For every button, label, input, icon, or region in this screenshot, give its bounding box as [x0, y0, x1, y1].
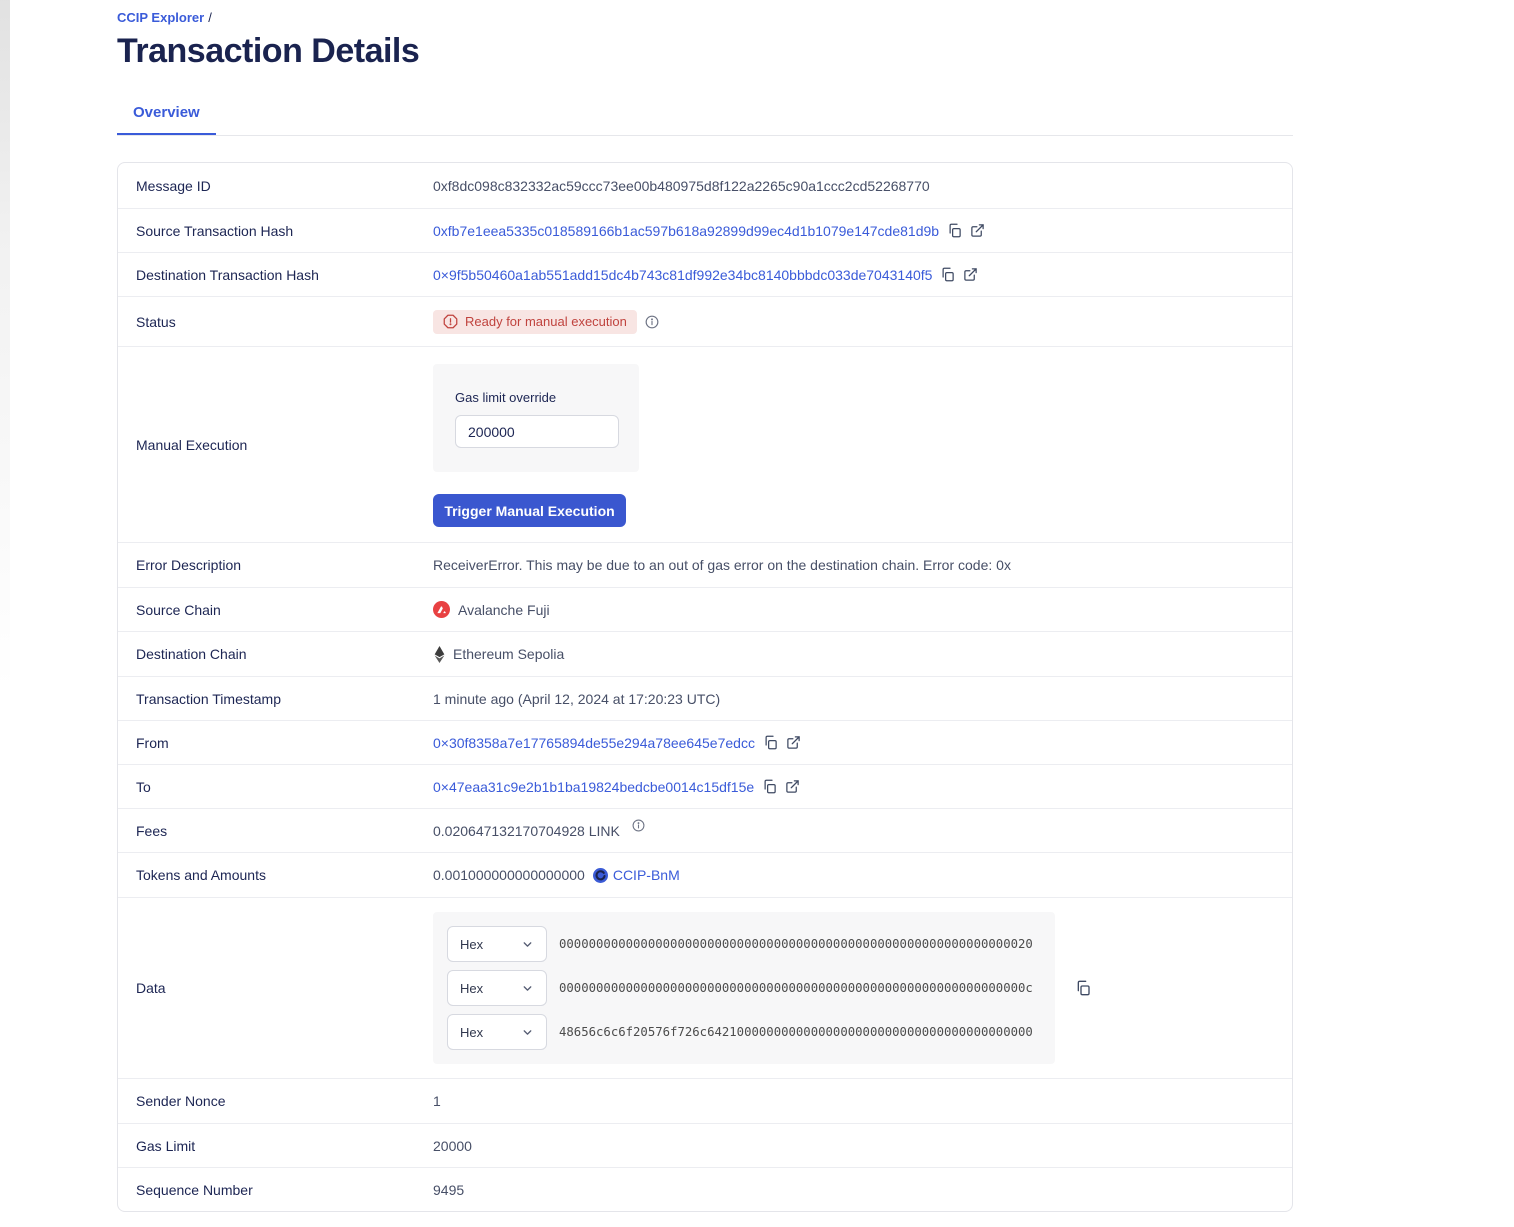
transaction-details-card: Message ID 0xf8dc098c832332ac59ccc73ee00… — [117, 162, 1293, 1212]
trigger-manual-execution-button[interactable]: Trigger Manual Execution — [433, 494, 626, 527]
row-label-to: To — [136, 778, 151, 795]
row-gas-limit: Gas Limit 20000 — [118, 1123, 1292, 1167]
row-error-description: Error Description ReceiverError. This ma… — [118, 542, 1292, 587]
external-link-icon[interactable] — [786, 735, 801, 750]
copy-icon[interactable] — [763, 735, 778, 750]
copy-icon[interactable] — [1075, 980, 1091, 996]
row-destination-chain: Destination Chain Ethereum Sepolia — [118, 631, 1292, 676]
row-label-dest-tx-hash: Destination Transaction Hash — [136, 266, 319, 283]
row-transaction-timestamp: Transaction Timestamp 1 minute ago (Apri… — [118, 676, 1292, 720]
data-hex-panel: Hex 000000000000000000000000000000000000… — [433, 912, 1055, 1064]
active-tab-indicator — [117, 133, 216, 135]
row-to: To 0×47eaa31c9e2b1b1ba19824bedcbe0014c15… — [118, 764, 1292, 808]
source-chain-name: Avalanche Fuji — [458, 601, 550, 618]
fees-info-icon[interactable] — [632, 819, 645, 832]
breadcrumb-separator: / — [208, 10, 212, 25]
gas-limit-override-input[interactable] — [455, 415, 619, 448]
data-line: Hex 000000000000000000000000000000000000… — [447, 970, 1041, 1006]
data-format-select-1[interactable]: Hex — [447, 926, 547, 962]
gas-limit-value: 20000 — [433, 1137, 472, 1154]
copy-icon[interactable] — [947, 223, 962, 238]
row-label-from: From — [136, 734, 169, 751]
tab-overview[interactable]: Overview — [117, 104, 216, 135]
to-address-link[interactable]: 0×47eaa31c9e2b1b1ba19824bedcbe0014c15df1… — [433, 778, 755, 795]
row-status: Status Ready for manual execution — [118, 296, 1292, 346]
message-id-value: 0xf8dc098c832332ac59ccc73ee00b480975d8f1… — [433, 177, 930, 194]
fees-value: 0.020647132170704928 LINK — [433, 822, 620, 839]
external-link-icon[interactable] — [970, 223, 985, 238]
chevron-down-icon — [521, 938, 534, 951]
row-label-gas-limit: Gas Limit — [136, 1137, 196, 1154]
breadcrumb-ccip-explorer-link[interactable]: CCIP Explorer — [117, 10, 205, 25]
tab-overview-label: Overview — [133, 104, 200, 121]
chevron-down-icon — [521, 982, 534, 995]
ccip-bnm-token-icon — [592, 867, 608, 883]
from-address-link[interactable]: 0×30f8358a7e17765894de55e294a78ee645e7ed… — [433, 734, 755, 751]
row-source-transaction-hash: Source Transaction Hash 0xfb7e1eea5335c0… — [118, 208, 1292, 252]
data-hex-line-3: 48656c6c6f20576f726c64210000000000000000… — [559, 1025, 1033, 1039]
row-label-fees: Fees — [136, 822, 168, 839]
data-format-value: Hex — [460, 980, 484, 996]
row-label-sender-nonce: Sender Nonce — [136, 1093, 226, 1109]
row-label-message-id: Message ID — [136, 177, 211, 194]
tabs-divider — [117, 135, 1293, 136]
sender-nonce-value: 1 — [433, 1093, 441, 1109]
copy-icon[interactable] — [940, 267, 955, 282]
gas-limit-override-panel: Gas limit override — [433, 364, 639, 472]
destination-chain-name: Ethereum Sepolia — [453, 646, 565, 662]
ethereum-icon — [433, 645, 445, 663]
data-hex-line-1: 0000000000000000000000000000000000000000… — [559, 937, 1033, 951]
row-label-tokens-and-amounts: Tokens and Amounts — [136, 867, 266, 883]
left-edge-shadow — [0, 0, 10, 690]
chevron-down-icon — [521, 1026, 534, 1039]
data-format-value: Hex — [460, 936, 484, 952]
breadcrumb: CCIP Explorer / — [117, 0, 1293, 25]
warning-octagon-icon — [443, 314, 458, 329]
row-label-error-description: Error Description — [136, 557, 242, 573]
row-label-sequence-number: Sequence Number — [136, 1181, 253, 1198]
dest-tx-hash-link[interactable]: 0×9f5b50460a1ab551add15dc4b743c81df992e3… — [433, 266, 933, 283]
row-label-transaction-timestamp: Transaction Timestamp — [136, 690, 281, 707]
status-info-icon[interactable] — [645, 315, 659, 329]
gas-limit-override-label: Gas limit override — [455, 390, 557, 405]
page-title: Transaction Details — [117, 32, 420, 70]
row-sender-nonce: Sender Nonce 1 — [118, 1078, 1292, 1123]
row-label-manual-execution: Manual Execution — [136, 436, 248, 453]
sequence-number-value: 9495 — [433, 1181, 465, 1198]
token-link[interactable]: CCIP-BnM — [612, 867, 680, 883]
token-amount: 0.001000000000000000 — [433, 867, 585, 883]
transaction-timestamp-value: 1 minute ago (April 12, 2024 at 17:20:23… — [433, 690, 721, 707]
data-format-select-3[interactable]: Hex — [447, 1014, 547, 1050]
row-tokens-and-amounts: Tokens and Amounts 0.001000000000000000 … — [118, 852, 1292, 897]
row-source-chain: Source Chain Avalanche Fuji — [118, 587, 1292, 631]
data-format-select-2[interactable]: Hex — [447, 970, 547, 1006]
external-link-icon[interactable] — [785, 779, 800, 794]
row-from: From 0×30f8358a7e17765894de55e294a78ee64… — [118, 720, 1292, 764]
row-label-source-tx-hash: Source Transaction Hash — [136, 222, 294, 239]
row-fees: Fees 0.020647132170704928 LINK — [118, 808, 1292, 852]
data-line: Hex 48656c6c6f20576f726c6421000000000000… — [447, 1014, 1041, 1050]
row-data: Data Hex 0000000000000000000000000000000… — [118, 897, 1292, 1078]
row-label-destination-chain: Destination Chain — [136, 646, 247, 662]
row-message-id: Message ID 0xf8dc098c832332ac59ccc73ee00… — [118, 163, 1292, 208]
row-label-data: Data — [136, 980, 166, 996]
data-hex-line-2: 0000000000000000000000000000000000000000… — [559, 981, 1033, 995]
row-label-source-chain: Source Chain — [136, 601, 221, 618]
source-tx-hash-link[interactable]: 0xfb7e1eea5335c018589166b1ac597b618a9289… — [433, 222, 940, 239]
data-format-value: Hex — [460, 1024, 484, 1040]
row-manual-execution: Manual Execution Gas limit override Trig… — [118, 346, 1292, 542]
transaction-details-page: CCIP Explorer / Transaction Details Overv… — [117, 0, 1293, 1212]
row-sequence-number: Sequence Number 9495 — [118, 1167, 1292, 1211]
external-link-icon[interactable] — [963, 267, 978, 282]
copy-icon[interactable] — [762, 779, 777, 794]
row-destination-transaction-hash: Destination Transaction Hash 0×9f5b50460… — [118, 252, 1292, 296]
data-line: Hex 000000000000000000000000000000000000… — [447, 926, 1041, 962]
status-badge-label: Ready for manual execution — [465, 314, 627, 329]
status-badge: Ready for manual execution — [433, 309, 637, 334]
tab-bar: Overview — [117, 104, 1293, 136]
error-description-value: ReceiverError. This may be due to an out… — [433, 557, 1011, 573]
manual-execution-panel: Gas limit override Trigger Manual Execut… — [433, 347, 639, 542]
row-label-status: Status — [136, 313, 176, 330]
avalanche-icon — [433, 601, 450, 618]
